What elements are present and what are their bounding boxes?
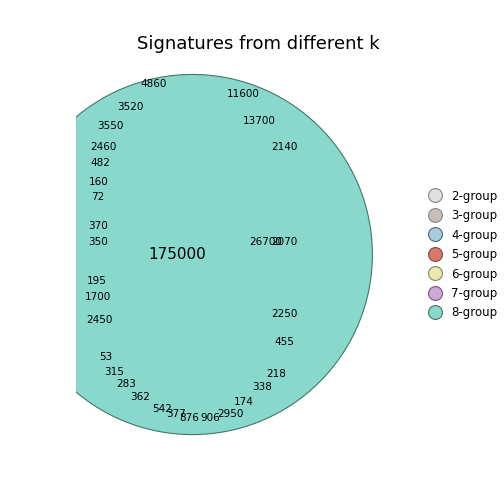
Text: 542: 542 xyxy=(152,404,172,414)
Text: 26700: 26700 xyxy=(249,237,283,247)
Text: 370: 370 xyxy=(88,221,107,231)
Text: 195: 195 xyxy=(87,276,107,286)
Text: 350: 350 xyxy=(88,237,107,247)
Circle shape xyxy=(12,75,372,434)
Text: 2950: 2950 xyxy=(217,409,243,419)
Text: 283: 283 xyxy=(116,379,136,389)
Text: 377: 377 xyxy=(166,409,186,419)
Text: 3550: 3550 xyxy=(98,121,124,132)
Circle shape xyxy=(21,83,363,426)
Circle shape xyxy=(19,81,366,428)
Text: 53: 53 xyxy=(99,352,112,362)
Text: 2450: 2450 xyxy=(86,314,113,325)
Legend: 2-group, 3-group, 4-group, 5-group, 6-group, 7-group, 8-group: 2-group, 3-group, 4-group, 5-group, 6-gr… xyxy=(423,190,497,320)
Text: 175000: 175000 xyxy=(148,247,206,262)
Text: 11600: 11600 xyxy=(226,89,259,99)
Circle shape xyxy=(25,88,359,421)
Circle shape xyxy=(16,78,369,431)
Text: 72: 72 xyxy=(91,193,104,202)
Text: 3520: 3520 xyxy=(117,102,144,112)
Text: 160: 160 xyxy=(88,177,108,187)
Text: 2070: 2070 xyxy=(271,237,298,247)
Text: 13700: 13700 xyxy=(243,116,276,126)
Text: 2460: 2460 xyxy=(90,142,116,152)
Circle shape xyxy=(29,92,355,417)
Title: Signatures from different k: Signatures from different k xyxy=(137,35,380,53)
Text: 315: 315 xyxy=(104,367,123,377)
Text: 218: 218 xyxy=(266,369,286,379)
Text: 4860: 4860 xyxy=(140,79,167,89)
Text: 174: 174 xyxy=(234,397,254,407)
Text: 906: 906 xyxy=(200,412,220,422)
Text: 482: 482 xyxy=(90,158,110,168)
Text: 1700: 1700 xyxy=(85,292,111,302)
Text: 2140: 2140 xyxy=(272,142,298,152)
Text: 338: 338 xyxy=(252,383,272,393)
Text: 362: 362 xyxy=(130,392,150,402)
Circle shape xyxy=(22,85,362,424)
Text: 2250: 2250 xyxy=(272,309,298,319)
Text: 876: 876 xyxy=(179,412,200,422)
Text: 455: 455 xyxy=(274,337,294,347)
